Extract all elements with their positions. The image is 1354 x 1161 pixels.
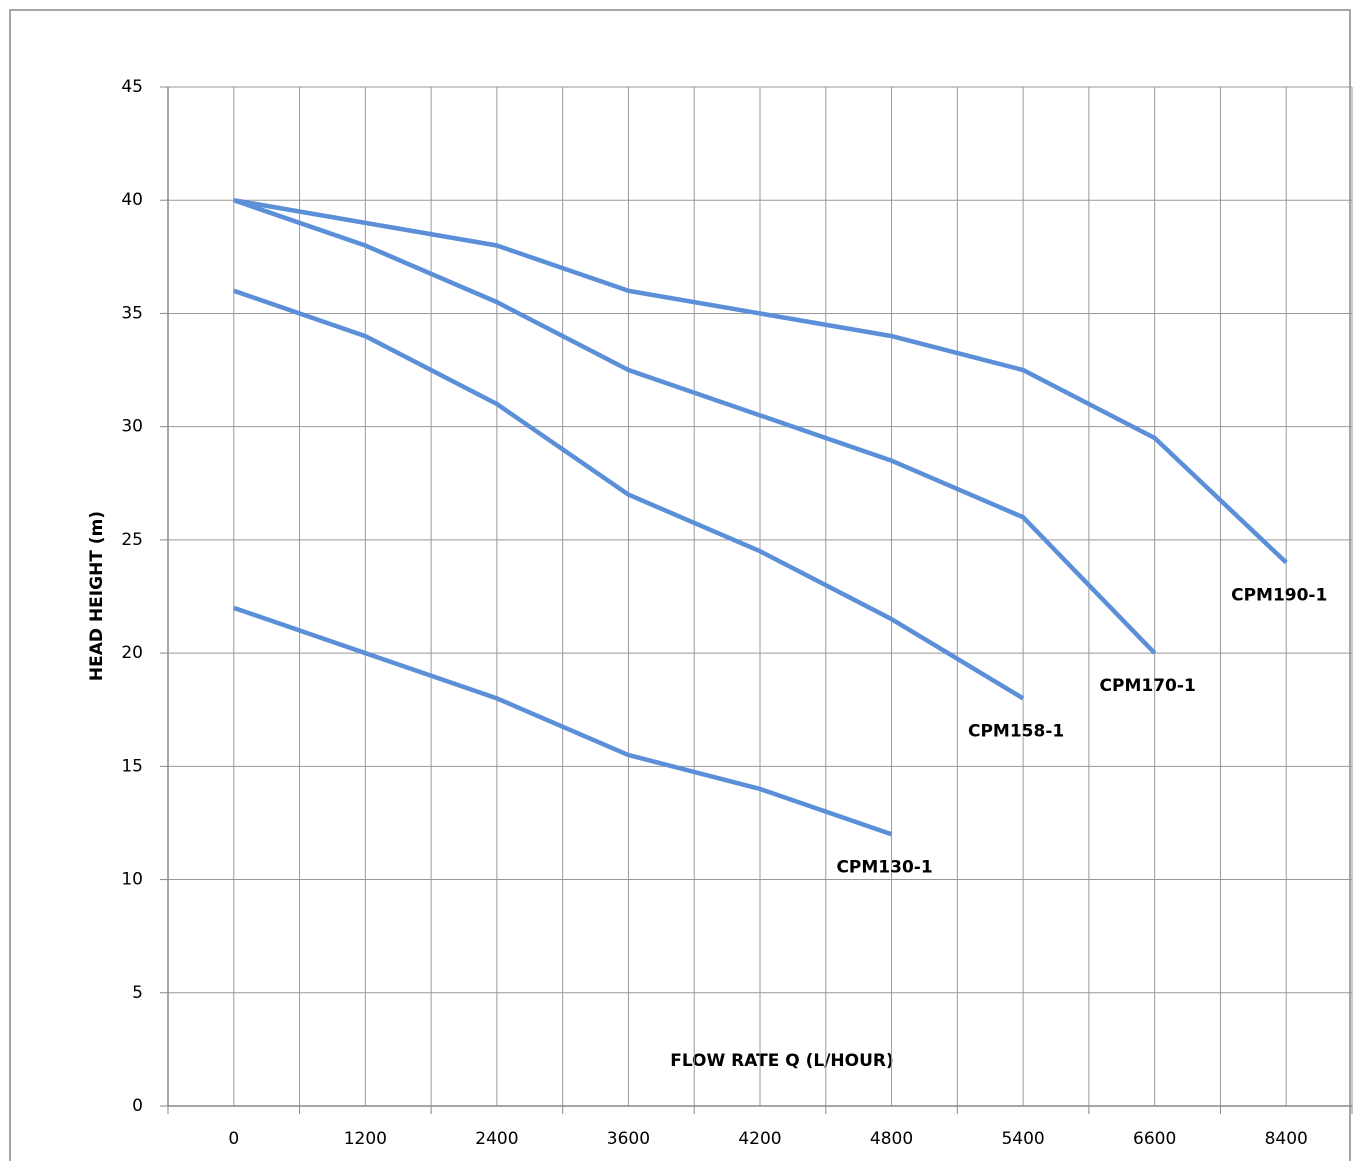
series-label: CPM158-1 [968,721,1064,741]
x-tick-label: 6600 [1133,1129,1176,1149]
y-axis-title: HEAD HEIGHT (m) [87,511,107,681]
series-line [233,288,1025,701]
series-label: CPM130-1 [836,857,932,877]
x-tick-label: 0 [228,1129,239,1149]
y-tick-label: 35 [121,303,143,323]
x-tick-label: 5400 [1001,1129,1044,1149]
chart-border [9,9,1351,1161]
y-tick-label: 40 [121,190,143,210]
y-tick-label: 10 [121,870,143,890]
y-tick-label: 15 [121,756,143,776]
x-tick-label: 1200 [344,1129,387,1149]
y-tick-label: 45 [121,77,143,97]
y-tick-label: 5 [132,983,143,1003]
x-tick-label: 8400 [1265,1129,1308,1149]
series-label: CPM170-1 [1100,676,1196,696]
y-tick-label: 20 [121,643,143,663]
x-tick-label: 2400 [475,1129,518,1149]
x-tick-label: 4200 [738,1129,781,1149]
y-tick-label: 30 [121,417,143,437]
series-line [233,605,893,837]
y-tick-label: 0 [132,1096,143,1116]
x-tick-label: 3600 [607,1129,650,1149]
y-tick-label: 25 [121,530,143,550]
series-line [233,198,1288,565]
series-line [233,198,1157,655]
series-label: CPM190-1 [1231,586,1327,606]
x-axis-title: FLOW RATE Q (L/HOUR) [670,1051,894,1071]
x-tick-label: 4800 [870,1129,913,1149]
